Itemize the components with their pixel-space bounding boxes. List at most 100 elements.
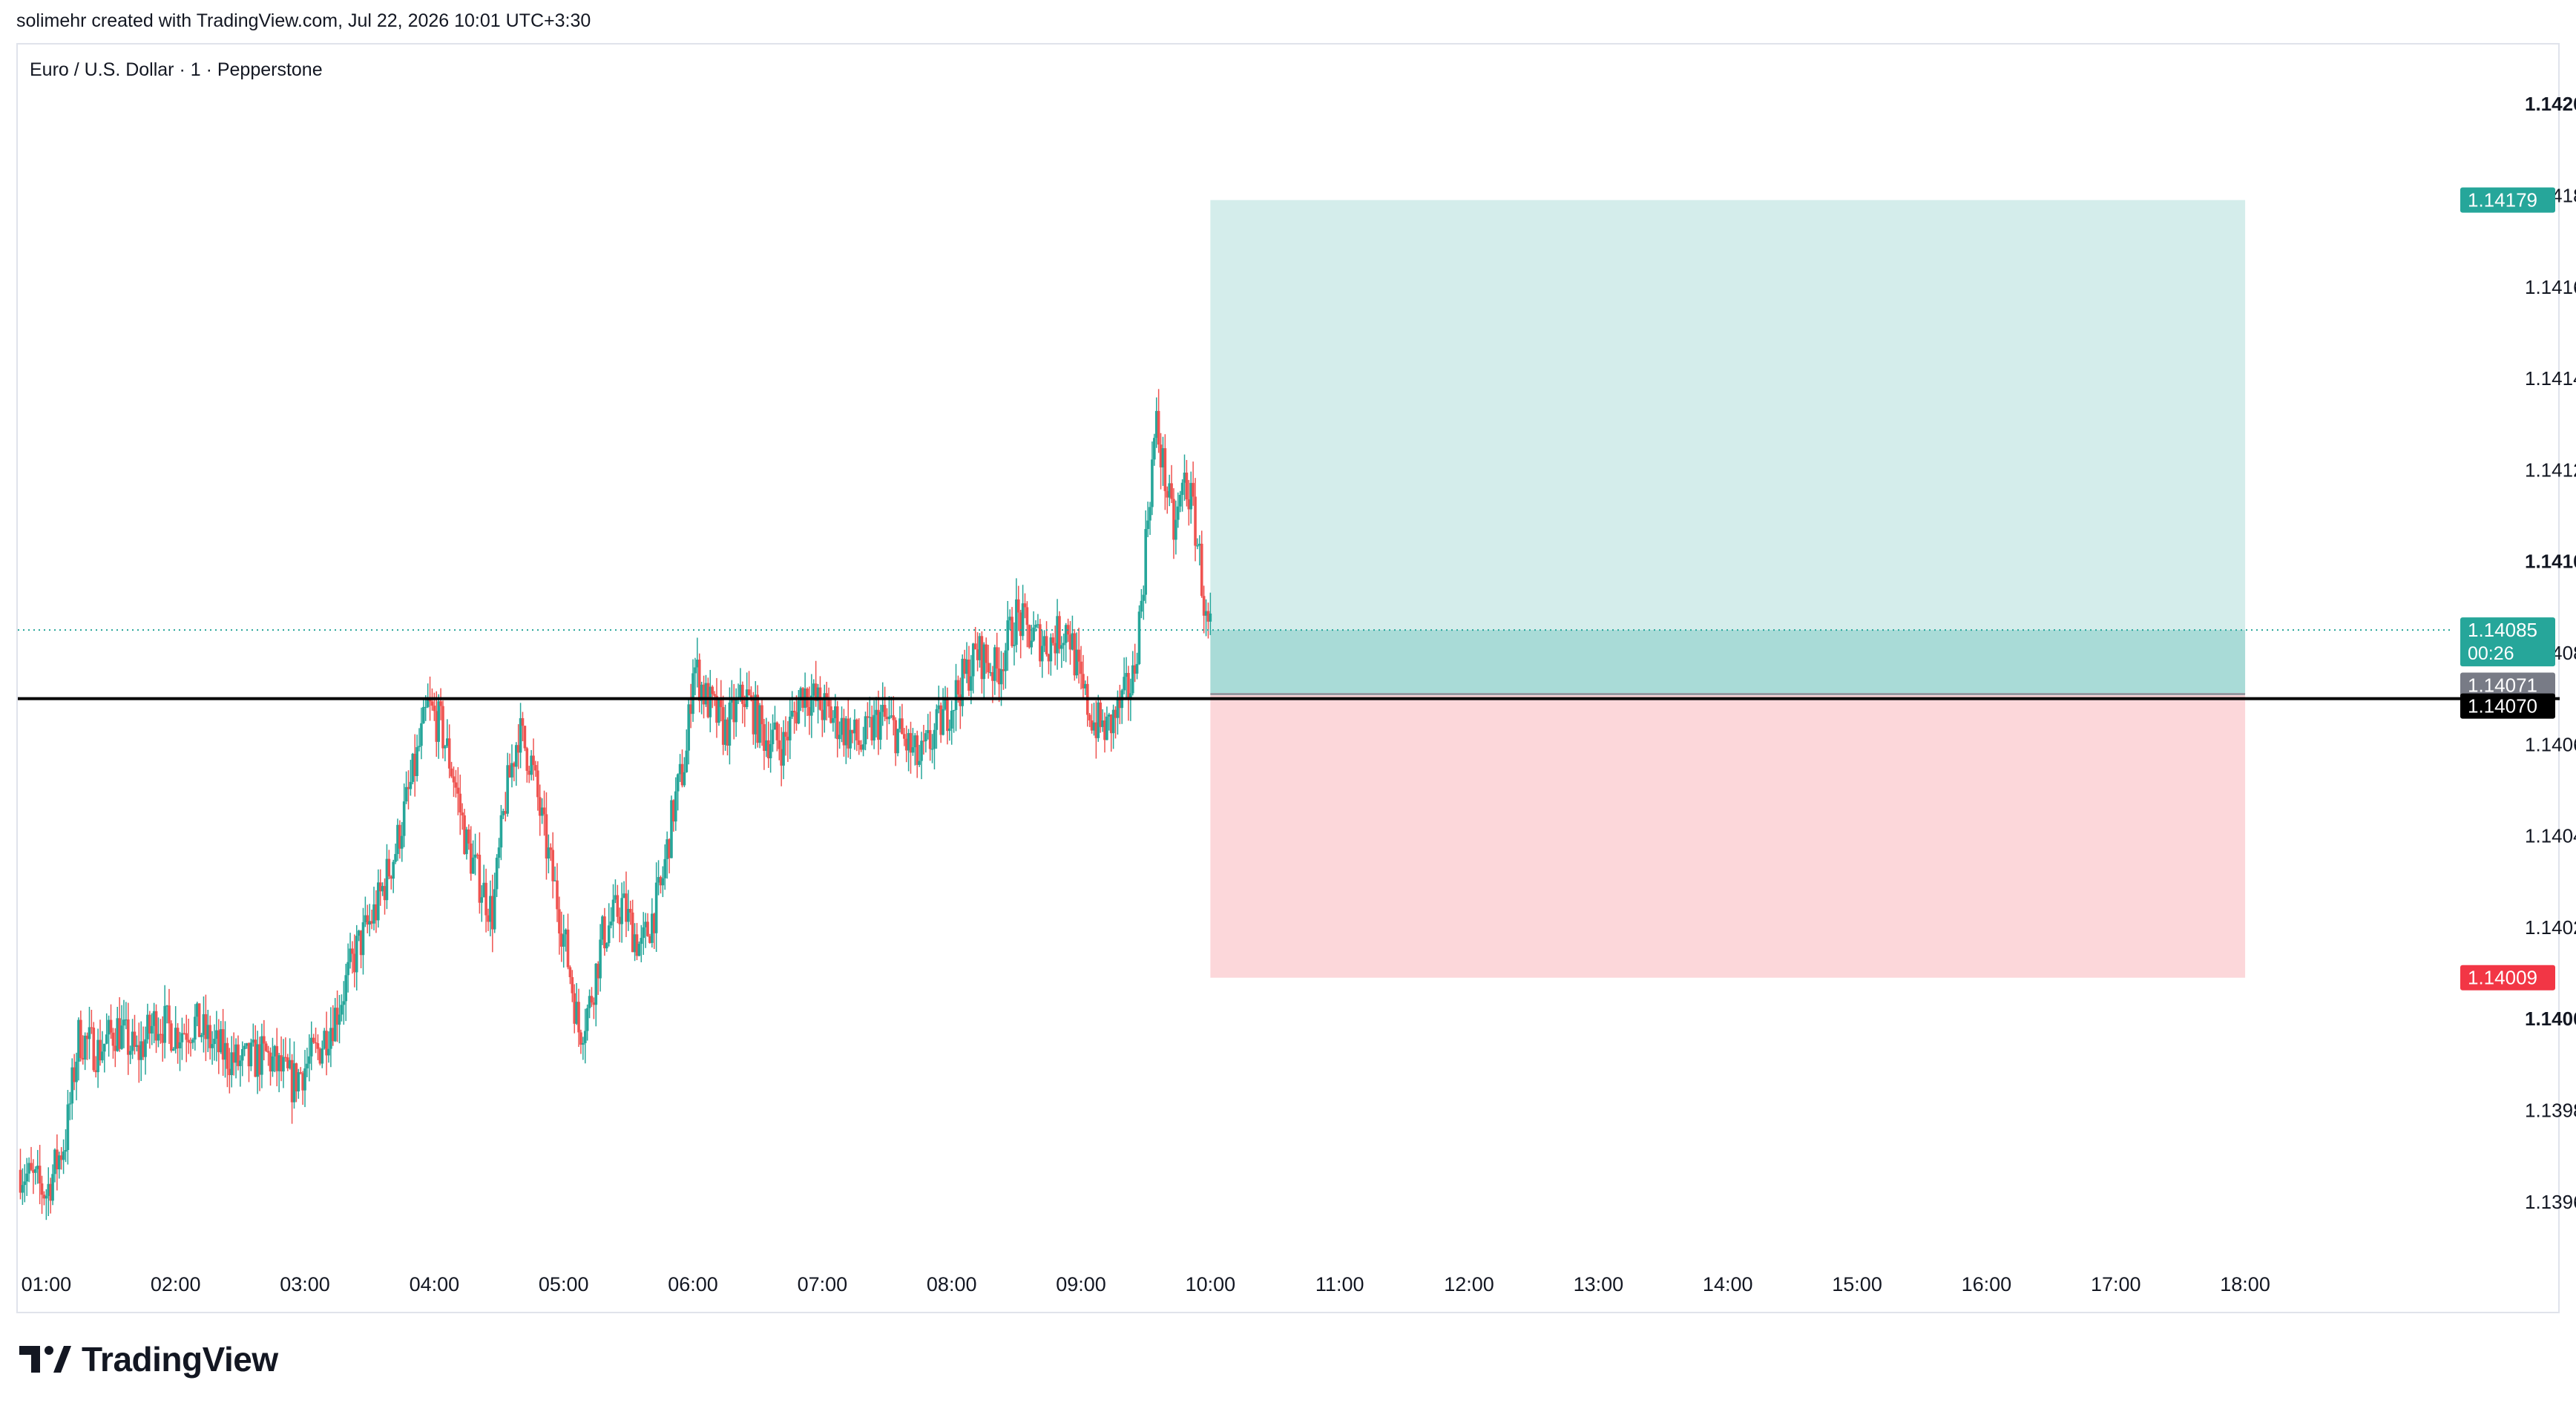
candle-body [875,709,878,715]
candle-body [271,1056,275,1072]
candle-body [101,1051,104,1061]
candle-body [1159,444,1163,467]
candle-body [1209,613,1212,622]
candle-body [75,1061,78,1083]
candle-body [195,1003,199,1017]
candle-body [387,858,391,877]
candle-body [1064,625,1068,643]
candle-body [1174,519,1177,540]
candle-body [51,1174,54,1201]
candle-body [445,738,449,746]
candle-body [1023,603,1027,608]
x-tick-label: 13:00 [1574,1273,1624,1295]
candle-body [1133,665,1137,674]
candle-body [885,717,889,720]
candle-body [775,722,779,740]
candle-body [111,1032,115,1046]
candle-body [1073,633,1077,676]
candle-body [597,963,599,979]
candle-body [1056,616,1059,654]
candle-body [954,680,958,710]
candle-body [978,636,982,660]
candle-body [559,933,563,947]
candle-body [1021,603,1025,637]
candle-body [999,668,1003,685]
candle-body [577,1002,580,1033]
candle-body [1157,410,1160,445]
candle-body [295,1063,298,1091]
candle-body [139,1041,143,1060]
candle-body [325,1031,328,1056]
candle-body [506,765,509,814]
candle-body [353,953,356,973]
candle-body [128,1051,132,1055]
candle-body [1032,627,1035,641]
candle-body [823,693,827,720]
candle-body [424,706,427,709]
candle-body [502,811,505,815]
candle-body [1039,624,1042,662]
candle-body [892,715,896,720]
candle-body [1092,722,1096,731]
candle-body [157,1034,160,1041]
candle-body [784,732,787,737]
candle-body [81,1057,85,1060]
candle-body [635,934,639,956]
candle-body [402,801,406,836]
candle-body [34,1169,37,1173]
candle-body [715,695,718,723]
price-label-last [2460,617,2555,667]
candle-body [392,861,395,879]
candle-body [197,1003,201,1037]
candle-body [219,1029,223,1053]
candle-body [993,647,996,681]
candle-body [30,1163,33,1170]
candle-body [961,658,965,706]
candle-body [217,1030,220,1053]
candle-body [1140,600,1143,612]
candle-body [309,1037,313,1057]
candle-body [1088,715,1091,720]
candle-body [1016,599,1020,613]
x-tick-label: 04:00 [410,1273,460,1295]
chart-frame[interactable] [16,43,2560,1313]
candle-body [178,1042,182,1048]
candle-body [187,1039,190,1042]
candle-body [482,882,485,898]
candle-body [689,704,692,715]
candle-body [452,776,456,783]
candle-body [68,1103,72,1105]
candle-body [987,663,990,673]
candle-body [346,962,349,976]
candle-body [631,912,634,953]
candle-body [385,858,389,901]
price-label-text-line: 1.14070 [2468,695,2537,717]
candle-body [864,716,867,745]
candle-body [687,704,691,751]
candle-body [194,1016,197,1040]
candle-body [439,701,442,706]
candle-body [963,658,966,674]
candle-body [370,921,373,924]
tradingview-logo[interactable]: TradingView [19,1337,278,1382]
candle-body [96,1039,99,1073]
y-tick-label: 1.14040 [2525,825,2576,847]
candle-body [1185,473,1189,500]
candle-body [676,774,680,792]
y-tick-label: 1.14060 [2525,733,2576,755]
candle-body [952,709,956,712]
candle-body [973,643,977,650]
candle-body [264,1043,268,1051]
candle-body [57,1155,61,1170]
candle-body [877,709,880,740]
price-label-text-stop: 1.14009 [2468,967,2537,989]
candle-body [243,1045,246,1050]
candle-body [950,710,953,729]
candle-body [99,1039,102,1061]
candle-body [721,707,725,745]
candle-body [323,1031,326,1049]
candle-body [812,683,815,696]
candle-body [211,1044,214,1048]
candle-body [879,712,882,740]
